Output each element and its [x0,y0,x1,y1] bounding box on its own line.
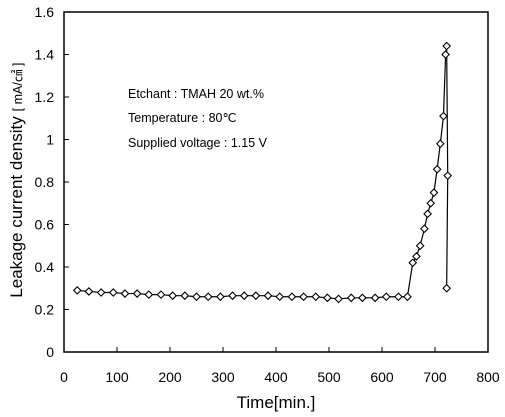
annotation-temperature: Temperature : 80℃ [128,111,237,125]
data-point [72,285,82,295]
data-point [132,289,142,298]
y-tick-label: 0.2 [35,302,55,318]
data-point [334,294,343,304]
y-tick-label: 0.4 [35,259,55,275]
y-tick-label: 1 [46,132,54,148]
data-point [423,209,432,219]
data-point [96,288,106,297]
data-point [429,188,439,198]
y-axis-label: Leakage current density [7,116,26,298]
data-point [403,292,412,302]
data-point [108,288,118,297]
y-tick-label: 0.6 [35,217,55,233]
data-point [346,293,356,303]
data-point [358,293,367,303]
y-tick-label: 0 [46,344,54,360]
data-point [432,164,442,174]
data-point [120,289,130,298]
y-ticks: 0 0.2 0.4 0.6 0.8 1 1.2 1.4 1.6 [35,4,69,360]
data-point [311,292,321,302]
series-line [77,45,449,300]
data-point [420,224,429,234]
data-point [287,292,297,302]
data-point [84,287,94,296]
data-point [442,283,452,293]
data-point [381,292,391,302]
data-point [426,198,436,208]
x-tick-label: 700 [423,369,447,385]
x-tick-label: 100 [105,369,129,385]
x-tick-label: 300 [211,369,235,385]
data-point [275,292,285,302]
x-tick-label: 400 [264,369,288,385]
data-point [439,111,448,121]
y-tick-label: 1.6 [35,4,55,20]
annotation-voltage: Supplied voltage : 1.15 V [128,136,268,150]
annotation-etchant: Etchant : TMAH 20 wt.% [128,87,264,101]
data-point [442,41,452,51]
data-point [263,291,273,301]
data-point [203,292,213,302]
data-point [228,291,237,301]
x-tick-label: 0 [60,369,68,385]
x-tick-label: 200 [158,369,182,385]
data-point [415,241,425,251]
y-tick-label: 0.8 [35,174,55,190]
data-point [435,139,445,149]
data-point [370,293,380,303]
x-axis-label: Time[min.] [237,393,316,412]
x-ticks: 0 100 200 300 400 500 600 700 800 [60,347,500,385]
data-point [251,291,261,301]
data-point [192,292,201,302]
data-point [180,291,190,301]
data-point [412,251,421,261]
y-axis-unit: [ mA/㎠ ] [11,63,25,112]
data-point [441,50,450,59]
y-tick-label: 1.4 [35,47,55,63]
data-point [323,293,332,303]
data-point [394,292,403,302]
data-point [239,291,249,301]
data-point [299,292,308,302]
data-point [168,291,178,301]
data-point [156,290,166,300]
x-tick-label: 500 [317,369,341,385]
plot-frame [63,11,489,353]
data-point [215,292,225,302]
x-tick-label: 600 [370,369,394,385]
data-point [408,258,418,268]
x-tick-label: 800 [476,369,500,385]
series [72,41,453,304]
y-tick-label: 1.2 [35,89,55,105]
data-point [144,290,154,300]
data-point [443,171,453,181]
